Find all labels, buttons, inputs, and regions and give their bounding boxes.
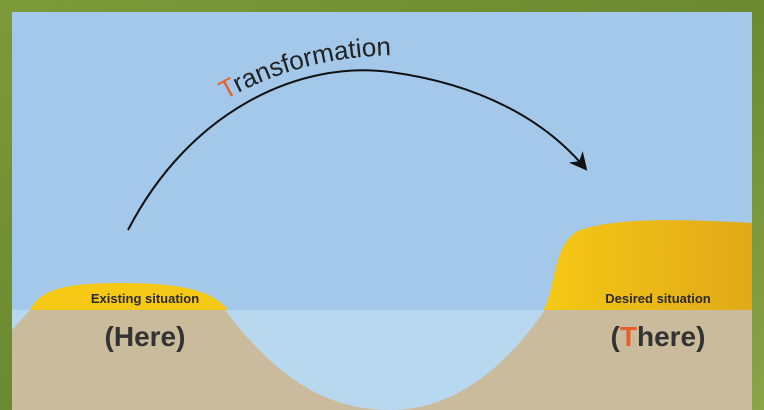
right-label-rest: here) <box>637 321 705 352</box>
left-label: (Here) <box>105 321 186 352</box>
right-label-initial: T <box>620 321 637 352</box>
right-caption: Desired situation <box>605 291 711 306</box>
diagram: Transformation Existing situation (Here)… <box>0 0 764 410</box>
right-label: (There) <box>611 321 706 352</box>
page: Transformation Existing situation (Here)… <box>0 0 764 410</box>
left-caption: Existing situation <box>91 291 199 306</box>
